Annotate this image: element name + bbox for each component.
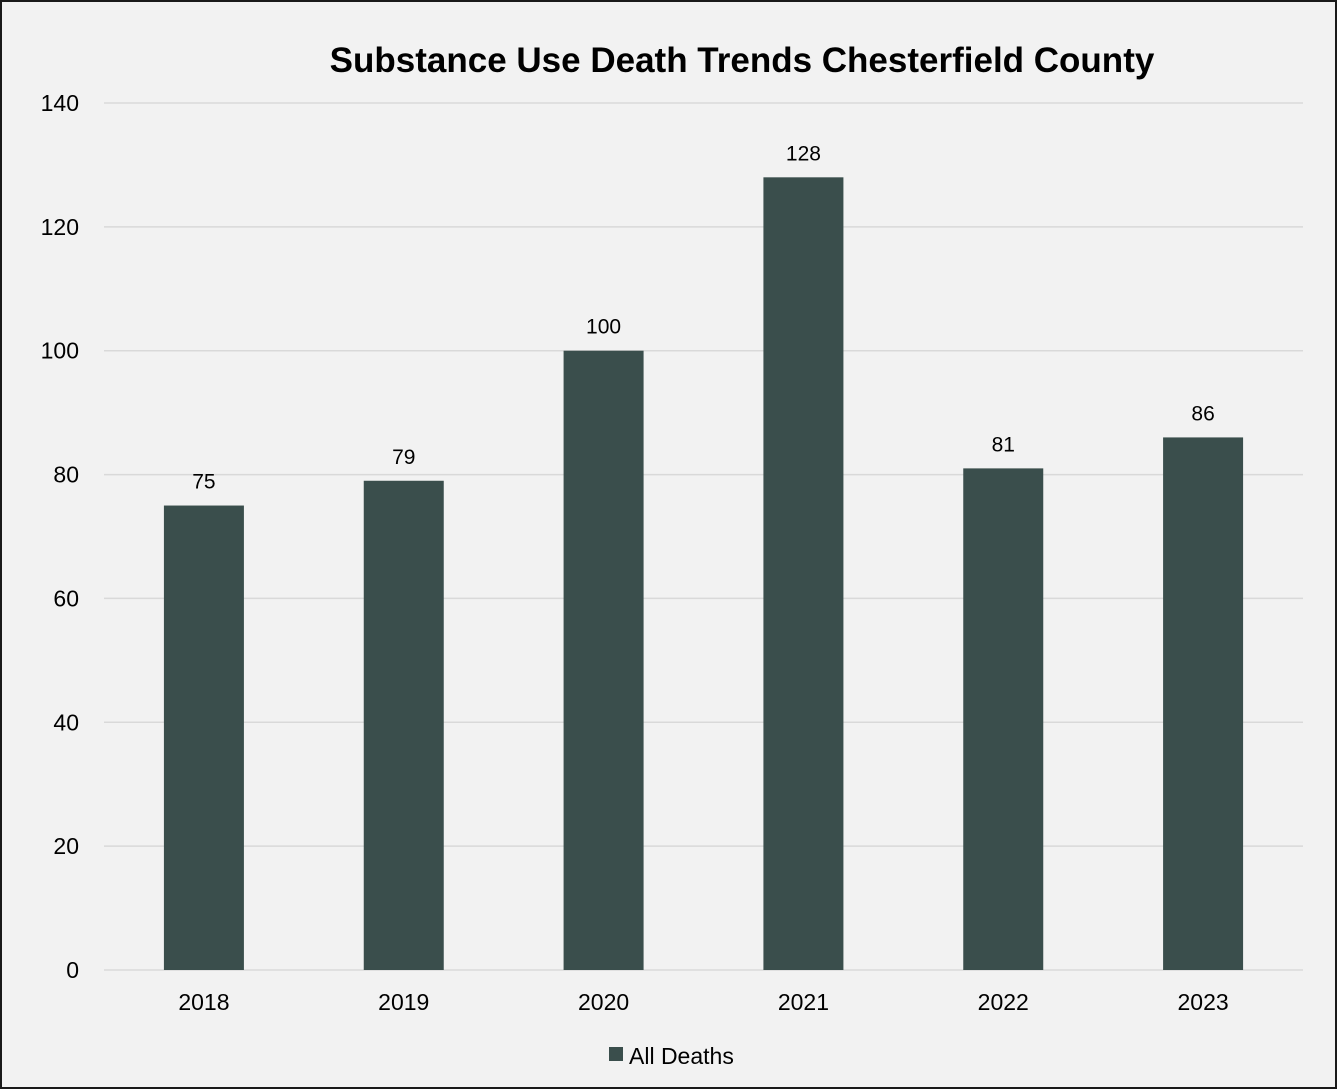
- x-tick-label-2022: 2022: [978, 989, 1029, 1015]
- bar-2021: [763, 177, 844, 971]
- x-tick-label-2023: 2023: [1177, 989, 1228, 1015]
- data-label-2023: 86: [1191, 402, 1214, 425]
- chart-title: Substance Use Death Trends Chesterfield …: [330, 41, 1155, 80]
- bar-2018: [163, 505, 244, 970]
- y-tick-label: 120: [41, 214, 79, 240]
- x-axis-ticks: 2018 2019 2020 2021 2022 2023: [178, 989, 1228, 1015]
- x-tick-label-2018: 2018: [178, 989, 229, 1015]
- bar-2023: [1163, 437, 1244, 970]
- gridlines: [104, 102, 1303, 971]
- x-tick-label-2019: 2019: [378, 989, 429, 1015]
- data-label-2019: 79: [392, 446, 415, 469]
- y-tick-label: 20: [53, 833, 79, 859]
- y-tick-label: 60: [53, 585, 79, 611]
- y-tick-label: 80: [53, 462, 79, 488]
- y-tick-label: 0: [66, 957, 79, 983]
- bar-2020: [563, 350, 644, 970]
- legend-swatch-all-deaths: [609, 1047, 623, 1061]
- y-tick-label: 40: [53, 709, 79, 735]
- bar-2022: [963, 468, 1044, 970]
- bar-2019: [363, 480, 444, 970]
- x-tick-label-2021: 2021: [778, 989, 829, 1015]
- data-label-2021: 128: [786, 142, 821, 165]
- y-tick-label: 140: [41, 90, 79, 116]
- legend: All Deaths: [609, 1043, 734, 1069]
- data-label-2018: 75: [192, 471, 215, 494]
- data-label-2020: 100: [586, 316, 621, 339]
- bars: 75 79 100 128 81 86: [163, 142, 1244, 971]
- legend-label-all-deaths: All Deaths: [629, 1043, 734, 1069]
- y-tick-label: 100: [41, 338, 79, 364]
- x-tick-label-2020: 2020: [578, 989, 629, 1015]
- y-axis-ticks: 0 20 40 60 80 100 120 140: [41, 90, 79, 983]
- data-label-2022: 81: [992, 433, 1015, 456]
